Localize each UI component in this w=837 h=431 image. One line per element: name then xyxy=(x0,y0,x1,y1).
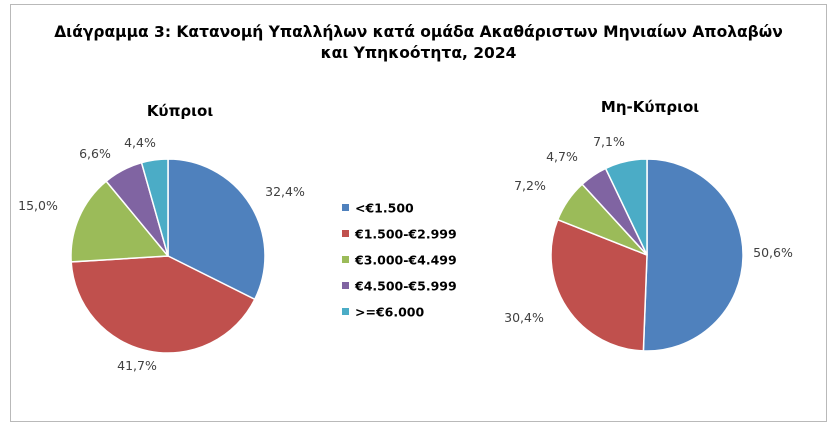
pie-1-title: Μη-Κύπριοι xyxy=(601,98,699,116)
pie-0-slice-0 xyxy=(167,158,266,301)
legend-swatch-2 xyxy=(342,256,349,263)
legend-item-4: >=€6.000 xyxy=(355,305,424,320)
pie-0-slice-4-label: 4,4% xyxy=(124,135,156,150)
pie-1-slice-1 xyxy=(550,218,648,352)
pie-1-slice-4 xyxy=(604,158,648,256)
legend-swatch-3 xyxy=(342,282,349,289)
pie-0-slice-1 xyxy=(70,255,256,354)
pie-1-slice-2-label: 7,2% xyxy=(514,178,546,193)
chart-title-line-1: Διάγραμμα 3: Κατανομή Υπαλλήλων κατά ομά… xyxy=(54,23,783,41)
pie-1-slice-3-label: 4,7% xyxy=(546,149,578,164)
legend-item-1: €1.500-€2.999 xyxy=(354,227,457,242)
legend-item-0: <€1.500 xyxy=(355,201,414,216)
pie-0-slice-3-label: 6,6% xyxy=(79,146,111,161)
legend-item-3: €4.500-€5.999 xyxy=(354,279,457,294)
legend-item-2: €3.000-€4.499 xyxy=(354,253,457,268)
legend-swatch-0 xyxy=(342,204,349,211)
legend-swatch-4 xyxy=(342,308,349,315)
pie-0-slice-0-label: 32,4% xyxy=(265,184,305,199)
chart-title-line-2: και Υπηκοότητα, 2024 xyxy=(320,44,517,62)
pie-0-title: Κύπριοι xyxy=(147,102,214,120)
chart-title: Διάγραμμα 3: Κατανομή Υπαλλήλων κατά ομά… xyxy=(10,22,827,64)
pie-1-slice-0-label: 50,6% xyxy=(753,245,793,260)
pie-0-slice-2 xyxy=(70,180,170,263)
pie-0-slice-1-label: 41,7% xyxy=(117,358,157,373)
pie-0-slice-4 xyxy=(140,158,169,257)
legend-swatch-1 xyxy=(342,230,349,237)
pie-1-slice-1-label: 30,4% xyxy=(504,310,544,325)
pie-0-slice-2-label: 15,0% xyxy=(18,198,58,213)
pie-1-slice-4-label: 7,1% xyxy=(593,134,625,149)
pie-1-slice-0 xyxy=(642,158,744,352)
